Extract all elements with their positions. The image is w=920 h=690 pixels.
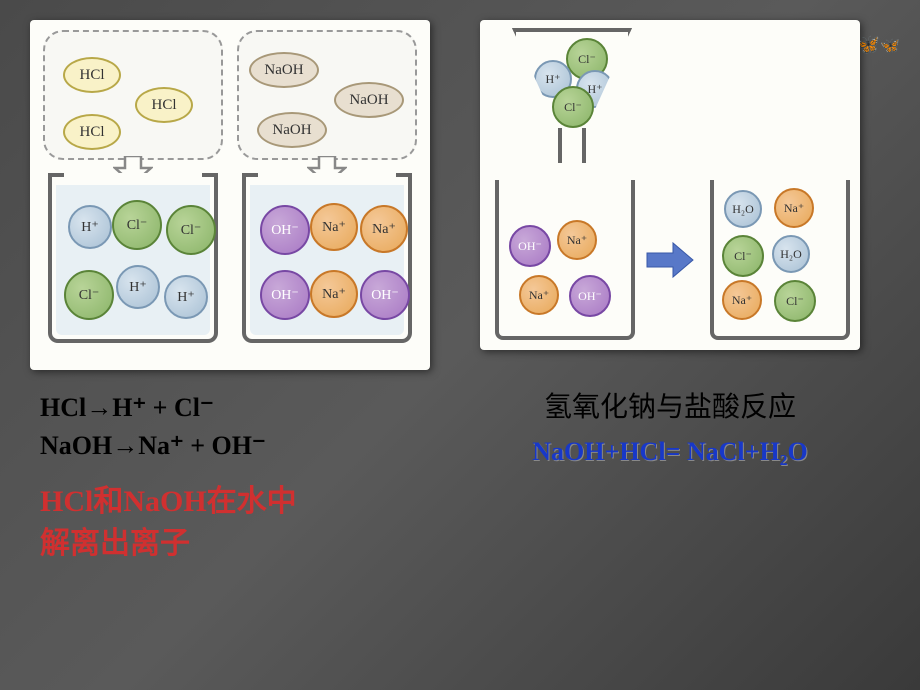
- naoh-equation: NaOH→Na⁺ + OH⁻: [40, 431, 430, 461]
- eq-arrow: →: [112, 431, 138, 460]
- na-ion: Na⁺: [774, 188, 814, 228]
- right-arrow-icon: [645, 240, 695, 280]
- naoh-molecule: NaOH: [334, 82, 404, 118]
- cl-ion: Cl⁻: [166, 205, 216, 255]
- reactant-beaker: OH⁻ Na⁺ Na⁺ OH⁻: [490, 175, 635, 340]
- oh-ion: OH⁻: [260, 205, 310, 255]
- oh-ion: OH⁻: [509, 225, 551, 267]
- h2o-molecule: H₂O: [772, 235, 810, 273]
- hcl-equation: HCl→H⁺ + Cl⁻: [40, 393, 430, 423]
- naoh-molecule: NaOH: [249, 52, 319, 88]
- na-ion: Na⁺: [310, 270, 358, 318]
- na-ion: Na⁺: [360, 205, 408, 253]
- eq-lhs: NaOH: [40, 431, 112, 460]
- reaction-equation: NaOH+HCl= NaCl+H₂O: [480, 437, 860, 467]
- h-ion: H⁺: [164, 275, 208, 319]
- na-ion: Na⁺: [557, 220, 597, 260]
- cl-ion: Cl⁻: [112, 200, 162, 250]
- naoh-solution: OH⁻ Na⁺ Na⁺ OH⁻ Na⁺ OH⁻: [250, 185, 404, 335]
- product-beaker: H₂O Na⁺ Cl⁻ H₂O Na⁺ Cl⁻: [705, 175, 850, 340]
- cl-ion: Cl⁻: [64, 270, 114, 320]
- oh-ion: OH⁻: [260, 270, 310, 320]
- na-ion: Na⁺: [722, 280, 762, 320]
- naoh-cloud: NaOH NaOH NaOH: [237, 30, 417, 160]
- hcl-solution: H⁺ Cl⁻ Cl⁻ Cl⁻ H⁺ H⁺: [56, 185, 210, 335]
- hcl-cloud: HCl HCl HCl: [43, 30, 223, 160]
- reaction-panel: Cl⁻ H⁺ H⁺ Cl⁻ OH⁻ Na⁺ Na⁺ OH⁻: [480, 20, 860, 350]
- reaction-title: 氢氧化钠与盐酸反应: [480, 385, 860, 425]
- hcl-beaker: H⁺ Cl⁻ Cl⁻ Cl⁻ H⁺ H⁺: [43, 163, 223, 343]
- hcl-molecule: HCl: [135, 87, 193, 123]
- naoh-molecule: NaOH: [257, 112, 327, 148]
- oh-ion: OH⁻: [360, 270, 410, 320]
- cl-ion: Cl⁻: [774, 280, 816, 322]
- eq-rhs: H⁺ + Cl⁻: [112, 393, 214, 422]
- h-ion: H⁺: [116, 265, 160, 309]
- red-summary: HCl和NaOH在水中 解离出离子: [40, 481, 430, 565]
- left-text-block: HCl→H⁺ + Cl⁻ NaOH→Na⁺ + OH⁻ HCl和NaOH在水中 …: [30, 385, 430, 565]
- red-line2: 解离出离子: [40, 523, 430, 565]
- naoh-column: NaOH NaOH NaOH OH⁻ Na⁺ Na⁺ OH⁻ Na⁺ OH⁻: [234, 30, 420, 360]
- bottom-row: HCl→H⁺ + Cl⁻ NaOH→Na⁺ + OH⁻ HCl和NaOH在水中 …: [30, 385, 890, 565]
- na-ion: Na⁺: [519, 275, 559, 315]
- na-ion: Na⁺: [310, 203, 358, 251]
- oh-ion: OH⁻: [569, 275, 611, 317]
- cl-ion: Cl⁻: [552, 86, 594, 128]
- naoh-beaker: OH⁻ Na⁺ Na⁺ OH⁻ Na⁺ OH⁻: [237, 163, 417, 343]
- eq-lhs: HCl: [40, 393, 86, 422]
- h-ion: H⁺: [68, 205, 112, 249]
- hcl-molecule: HCl: [63, 114, 121, 150]
- dissociation-panel: HCl HCl HCl H⁺ Cl⁻ Cl⁻ Cl⁻ H⁺ H⁺: [30, 20, 430, 370]
- hcl-column: HCl HCl HCl H⁺ Cl⁻ Cl⁻ Cl⁻ H⁺ H⁺: [40, 30, 226, 360]
- right-text-block: 氢氧化钠与盐酸反应 NaOH+HCl= NaCl+H₂O: [480, 385, 860, 565]
- eq-rhs: Na⁺ + OH⁻: [138, 431, 266, 460]
- h2o-molecule: H₂O: [724, 190, 762, 228]
- red-line1: HCl和NaOH在水中: [40, 481, 430, 523]
- cl-ion: Cl⁻: [722, 235, 764, 277]
- hcl-molecule: HCl: [63, 57, 121, 93]
- eq-arrow: →: [86, 393, 112, 422]
- funnel: Cl⁻ H⁺ H⁺ Cl⁻: [512, 28, 642, 158]
- slide: 🦋🦋🦋 HCl HCl HCl H⁺ Cl⁻ Cl⁻: [0, 0, 920, 690]
- top-row: HCl HCl HCl H⁺ Cl⁻ Cl⁻ Cl⁻ H⁺ H⁺: [30, 20, 890, 370]
